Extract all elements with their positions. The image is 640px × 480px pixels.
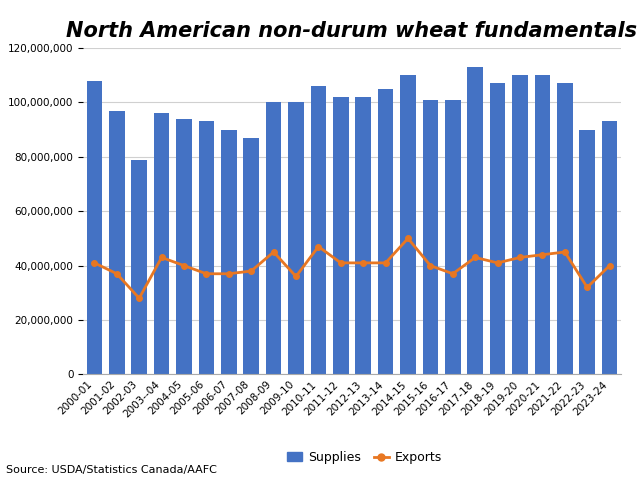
Bar [288,102,304,374]
Bar [109,110,125,374]
Exports [516,254,524,260]
Bar [221,130,237,374]
Bar [154,113,170,374]
Bar [534,75,550,374]
Bar [557,84,573,374]
Bar [243,138,259,374]
Exports [449,271,457,276]
Exports [538,252,546,258]
Bar [602,121,618,374]
Bar [378,89,394,374]
Exports [561,249,568,255]
Exports [180,263,188,268]
Exports [247,268,255,274]
Exports [91,260,99,266]
Exports [584,285,591,290]
Bar [445,100,461,374]
Bar [176,119,192,374]
Bar [512,75,528,374]
Exports [471,254,479,260]
Bar [266,102,282,374]
Bar [333,97,349,374]
Exports [381,260,389,266]
Exports [157,254,165,260]
Exports [270,249,278,255]
Exports [359,260,367,266]
Bar [490,84,506,374]
Bar [422,100,438,374]
Bar [400,75,416,374]
Text: Source: USDA/Statistics Canada/AAFC: Source: USDA/Statistics Canada/AAFC [6,465,217,475]
Bar [86,81,102,374]
Bar [579,130,595,374]
Bar [467,67,483,374]
Bar [198,121,214,374]
Bar [131,159,147,374]
Exports [315,244,322,250]
Bar [310,86,326,374]
Exports [136,295,143,301]
Exports [113,271,120,276]
Exports [202,271,210,276]
Title: North American non-durum wheat fundamentals: North American non-durum wheat fundament… [67,21,637,41]
Exports [493,260,501,266]
Exports [426,263,434,268]
Legend: Supplies, Exports: Supplies, Exports [282,446,447,469]
Exports [225,271,233,276]
Exports [337,260,344,266]
Exports [292,274,300,279]
Exports [605,263,613,268]
Line: Exports: Exports [92,236,612,301]
Bar [355,97,371,374]
Exports [404,236,412,241]
